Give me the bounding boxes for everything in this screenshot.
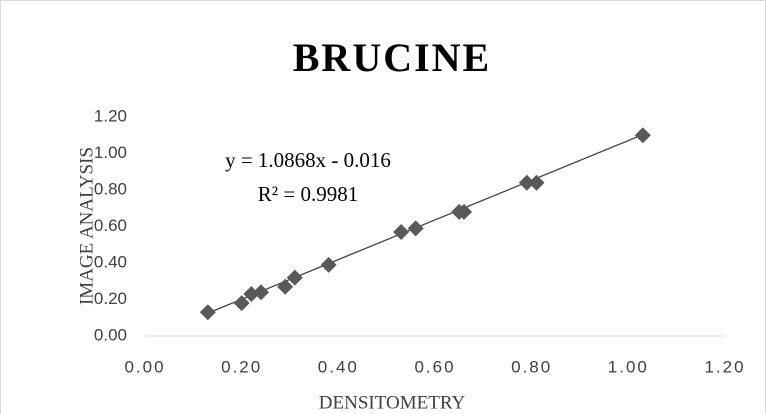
y-axis-label: IMAGE ANALYSIS (76, 147, 97, 305)
x-tick-label: 0.20 (221, 357, 262, 376)
trendline (207, 134, 644, 314)
x-tick-label: 0.60 (414, 357, 455, 376)
x-tick-label: 0.40 (318, 357, 359, 376)
y-tick-label: 0.40 (94, 252, 127, 271)
y-tick-label: 1.00 (94, 143, 127, 162)
data-point (243, 286, 260, 303)
y-tick-label: 1.20 (94, 106, 127, 125)
data-point (528, 174, 545, 191)
data-point (634, 127, 651, 144)
x-tick-label: 0.00 (124, 357, 165, 376)
x-tick-label: 1.00 (608, 357, 649, 376)
data-point (456, 203, 472, 220)
data-point (320, 256, 337, 273)
data-point (277, 278, 294, 295)
x-tick-label: 0.80 (511, 357, 552, 376)
data-point (286, 269, 303, 286)
x-axis-label: DENSITOMETRY (319, 392, 466, 413)
y-tick-label: 0.60 (94, 216, 127, 235)
data-point (233, 295, 250, 312)
chart-title: BRUCINE (293, 35, 491, 80)
data-point (199, 304, 216, 321)
data-point (407, 220, 424, 237)
x-tick-label: 1.20 (704, 357, 745, 376)
y-tick-label: 0.20 (94, 289, 127, 308)
trendline-equation: y = 1.0868x - 0.016 (225, 148, 391, 172)
y-tick-label: 0.80 (94, 179, 127, 198)
y-tick-label: 0.00 (94, 325, 127, 344)
trendline-r2: R² = 0.9981 (258, 182, 358, 206)
data-point (518, 174, 535, 191)
data-point (253, 284, 269, 301)
data-point (393, 223, 410, 240)
